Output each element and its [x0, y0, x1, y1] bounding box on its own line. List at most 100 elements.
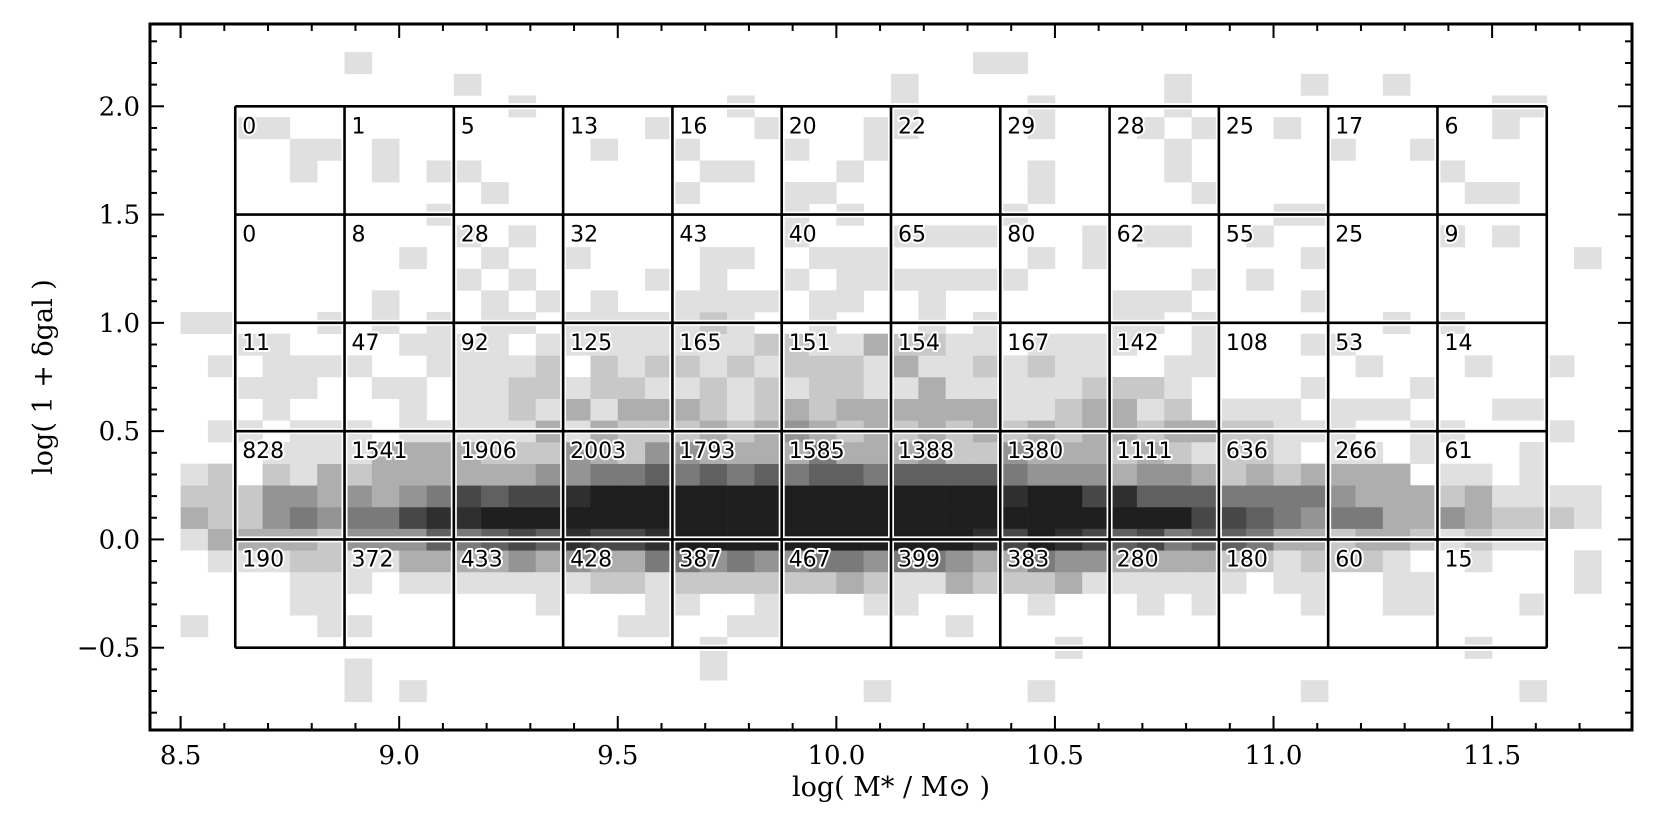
density-pixel — [1328, 506, 1356, 529]
bin-count-label: 0 — [242, 223, 256, 248]
plot-frame — [148, 22, 1634, 732]
density-pixel — [1492, 117, 1520, 140]
density-pixel — [781, 398, 810, 421]
density-pixel — [1328, 463, 1356, 486]
density-pixel — [1136, 571, 1165, 594]
density-pixel — [891, 117, 919, 140]
density-pixel — [1027, 247, 1056, 270]
density-pixel — [672, 138, 701, 161]
density-pixel — [672, 506, 701, 529]
density-pixel — [1082, 441, 1110, 464]
density-pixel — [645, 333, 673, 356]
density-pixel — [262, 550, 291, 573]
density-pixel — [918, 485, 946, 508]
density-pixel — [809, 550, 837, 573]
density-pixel — [727, 441, 755, 464]
density-pixel — [891, 463, 919, 486]
density-pixel — [617, 377, 646, 399]
density-pixel — [481, 463, 509, 486]
density-pixel — [317, 463, 345, 486]
density-pixel — [1109, 377, 1138, 399]
density-pixel — [836, 247, 864, 270]
density-pixel — [1300, 593, 1329, 616]
x-tick-labels: 8.5 9.0 9.5 10.0 10.5 11.0 11.5 — [160, 741, 1521, 771]
density-pixel — [1218, 463, 1247, 486]
density-pixel — [453, 268, 482, 291]
density-pixel — [836, 485, 864, 508]
density-pixel — [1054, 355, 1083, 378]
density-pixel — [699, 658, 728, 681]
bin-count-label: 32 — [570, 223, 598, 248]
density-pixel — [1082, 463, 1110, 486]
density-pixel — [1492, 485, 1520, 508]
density-pixel — [863, 680, 892, 703]
density-pixel — [481, 290, 509, 313]
density-pixel — [1109, 398, 1138, 421]
density-pixel — [481, 398, 509, 421]
density-pixel — [754, 571, 782, 594]
bin-count-label: 6 — [1445, 114, 1459, 139]
density-pixel — [672, 485, 701, 508]
density-pixel — [809, 506, 837, 529]
bin-count-label: 28 — [1117, 114, 1145, 139]
density-pixel — [1027, 550, 1056, 573]
density-pixel — [235, 550, 263, 573]
density-pixel — [727, 333, 755, 356]
density-pixel — [891, 333, 919, 356]
density-pixel — [781, 571, 810, 594]
density-pixel — [590, 398, 619, 421]
bin-count-label: 80 — [1007, 223, 1035, 248]
bin-count-label: 16 — [679, 114, 707, 139]
density-pixel — [1492, 182, 1520, 205]
density-pixel — [289, 506, 318, 529]
density-pixel — [426, 463, 455, 486]
density-pixel — [781, 182, 810, 205]
bin-count-label: 47 — [352, 331, 380, 356]
bin-count-label: 1585 — [789, 439, 845, 464]
density-pixel — [371, 377, 400, 399]
density-pixel — [617, 485, 646, 508]
density-pixel — [1464, 182, 1493, 205]
density-pixel — [945, 333, 974, 356]
density-pixel — [453, 441, 482, 464]
density-pixel — [453, 160, 482, 183]
density-pixel — [508, 506, 537, 529]
density-pixel — [781, 377, 810, 399]
density-pixel — [809, 182, 837, 205]
density-pixel — [1000, 268, 1028, 291]
density-pixel — [727, 571, 755, 594]
density-pixel — [453, 550, 482, 573]
density-pixel — [344, 550, 373, 573]
y-tick-labels: −0.5 0.0 0.5 1.0 1.5 2.0 — [77, 92, 140, 663]
density-pixel — [453, 333, 482, 356]
density-pixel — [972, 550, 1001, 573]
density-pixel — [426, 355, 455, 378]
density-pixel — [945, 485, 974, 508]
density-pixel — [1191, 441, 1220, 464]
density-pixel — [836, 160, 864, 183]
density-pixel — [590, 138, 619, 161]
density-pixel — [289, 138, 318, 161]
density-pixel — [781, 463, 810, 486]
density-pixel — [1000, 463, 1028, 486]
density-pixel — [317, 615, 345, 638]
bin-counts: 0 1 5 13 16 20 22 29 28 25 17 60 8 28 32 43 40 65 80 62 55 25… — [240, 112, 1474, 574]
density-pixel — [836, 355, 864, 378]
x-tick-label: 11.5 — [1463, 741, 1521, 771]
density-pixel — [1492, 398, 1520, 421]
bin-count-label: 1111 — [1117, 439, 1173, 464]
density-pixel — [1246, 225, 1274, 248]
density-pixel — [371, 506, 400, 529]
density-pixel — [945, 550, 974, 573]
density-pixel — [590, 377, 619, 399]
density-pixel — [508, 571, 537, 594]
density-pixel — [809, 290, 837, 313]
density-pixel — [317, 441, 345, 464]
density-pixel — [235, 333, 263, 356]
density-pixel — [453, 355, 482, 378]
density-pixel — [972, 398, 1001, 421]
density-pixel — [781, 225, 810, 248]
density-pixel — [1246, 485, 1274, 508]
density-pixel — [426, 506, 455, 529]
density-pixel — [426, 441, 455, 464]
